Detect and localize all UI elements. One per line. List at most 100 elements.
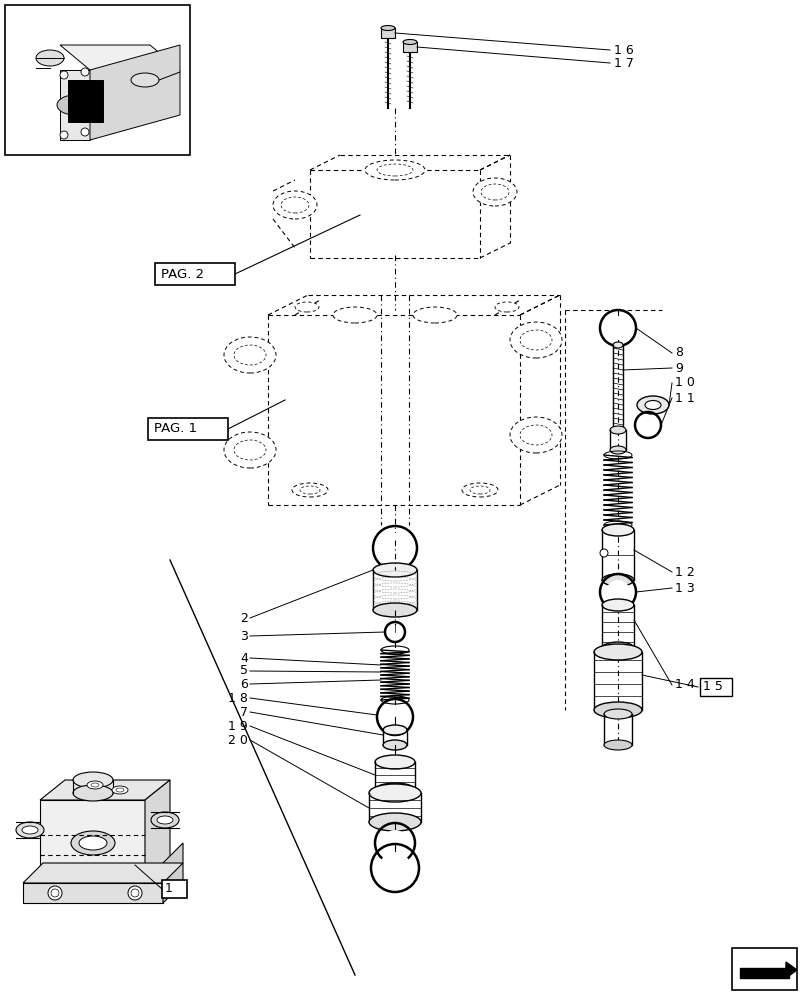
Text: 7: 7 bbox=[240, 706, 247, 718]
Text: 1 1: 1 1 bbox=[674, 391, 694, 404]
Text: 1 6: 1 6 bbox=[613, 44, 633, 57]
Polygon shape bbox=[23, 863, 182, 883]
Polygon shape bbox=[380, 28, 394, 38]
Polygon shape bbox=[40, 780, 169, 800]
Circle shape bbox=[131, 889, 139, 897]
Ellipse shape bbox=[224, 432, 276, 468]
Ellipse shape bbox=[603, 740, 631, 750]
Ellipse shape bbox=[470, 486, 489, 494]
Circle shape bbox=[605, 316, 629, 340]
Ellipse shape bbox=[294, 302, 319, 312]
Ellipse shape bbox=[603, 709, 631, 719]
Text: 1 9: 1 9 bbox=[228, 719, 247, 732]
Ellipse shape bbox=[461, 483, 497, 497]
Ellipse shape bbox=[509, 322, 561, 358]
Bar bbox=[162, 880, 187, 898]
Ellipse shape bbox=[383, 740, 406, 750]
Ellipse shape bbox=[509, 417, 561, 453]
Text: 5: 5 bbox=[240, 664, 247, 678]
Circle shape bbox=[379, 852, 410, 884]
Ellipse shape bbox=[368, 784, 420, 802]
Circle shape bbox=[48, 886, 62, 900]
Polygon shape bbox=[40, 800, 145, 885]
Ellipse shape bbox=[91, 783, 99, 787]
Ellipse shape bbox=[375, 755, 414, 769]
Circle shape bbox=[605, 580, 629, 604]
Ellipse shape bbox=[131, 73, 159, 87]
Polygon shape bbox=[739, 968, 788, 978]
Text: 9: 9 bbox=[674, 361, 682, 374]
Ellipse shape bbox=[112, 786, 128, 794]
Text: 1 2: 1 2 bbox=[674, 566, 694, 578]
Text: 2 0: 2 0 bbox=[228, 733, 247, 746]
Bar bbox=[148, 418, 228, 440]
Ellipse shape bbox=[71, 831, 115, 855]
Ellipse shape bbox=[519, 330, 551, 350]
Ellipse shape bbox=[612, 342, 622, 348]
Text: 6: 6 bbox=[240, 678, 247, 690]
Text: 1 3: 1 3 bbox=[674, 582, 694, 594]
Ellipse shape bbox=[272, 191, 316, 219]
Text: 2: 2 bbox=[240, 611, 247, 624]
Ellipse shape bbox=[299, 486, 320, 494]
Ellipse shape bbox=[609, 426, 625, 434]
Ellipse shape bbox=[292, 483, 328, 497]
Ellipse shape bbox=[594, 702, 642, 718]
Circle shape bbox=[51, 889, 59, 897]
Bar bbox=[5, 5, 190, 155]
Text: PAG. 2: PAG. 2 bbox=[161, 267, 204, 280]
Circle shape bbox=[60, 131, 68, 139]
Ellipse shape bbox=[644, 400, 660, 410]
Text: 1 5: 1 5 bbox=[702, 680, 722, 694]
Bar bbox=[68, 80, 103, 122]
Polygon shape bbox=[145, 780, 169, 885]
Polygon shape bbox=[163, 843, 182, 903]
Circle shape bbox=[599, 549, 607, 557]
Text: 8: 8 bbox=[674, 347, 682, 360]
Text: 4: 4 bbox=[240, 652, 247, 664]
Ellipse shape bbox=[609, 446, 625, 454]
Polygon shape bbox=[785, 962, 796, 978]
Text: 3: 3 bbox=[240, 630, 247, 642]
Ellipse shape bbox=[372, 603, 417, 617]
Text: 1: 1 bbox=[165, 882, 173, 896]
Ellipse shape bbox=[157, 816, 173, 824]
Ellipse shape bbox=[36, 50, 64, 66]
Ellipse shape bbox=[79, 836, 107, 850]
Bar bbox=[699, 678, 731, 696]
Circle shape bbox=[128, 886, 142, 900]
Circle shape bbox=[81, 128, 89, 136]
Ellipse shape bbox=[22, 826, 38, 834]
Circle shape bbox=[639, 417, 655, 433]
Ellipse shape bbox=[365, 160, 424, 180]
Ellipse shape bbox=[601, 574, 633, 586]
Ellipse shape bbox=[116, 788, 124, 792]
Bar bbox=[155, 263, 234, 285]
Ellipse shape bbox=[151, 812, 178, 828]
Circle shape bbox=[60, 71, 68, 79]
Ellipse shape bbox=[383, 725, 406, 735]
Ellipse shape bbox=[375, 783, 414, 797]
Text: 1 0: 1 0 bbox=[674, 376, 694, 389]
Ellipse shape bbox=[601, 642, 633, 654]
Text: 1 7: 1 7 bbox=[613, 57, 633, 70]
Ellipse shape bbox=[495, 302, 518, 312]
Circle shape bbox=[381, 830, 407, 856]
Ellipse shape bbox=[73, 772, 113, 788]
Ellipse shape bbox=[473, 178, 517, 206]
Ellipse shape bbox=[87, 781, 103, 789]
Polygon shape bbox=[90, 45, 180, 140]
Ellipse shape bbox=[413, 307, 457, 323]
Ellipse shape bbox=[368, 813, 420, 831]
Polygon shape bbox=[402, 42, 417, 52]
Ellipse shape bbox=[234, 345, 266, 365]
Ellipse shape bbox=[376, 164, 413, 176]
Ellipse shape bbox=[594, 644, 642, 660]
Circle shape bbox=[81, 68, 89, 76]
Ellipse shape bbox=[380, 26, 394, 31]
Polygon shape bbox=[60, 70, 90, 140]
Text: 1 8: 1 8 bbox=[228, 692, 247, 704]
Text: PAG. 1: PAG. 1 bbox=[154, 422, 197, 436]
Ellipse shape bbox=[601, 524, 633, 536]
Ellipse shape bbox=[601, 599, 633, 611]
